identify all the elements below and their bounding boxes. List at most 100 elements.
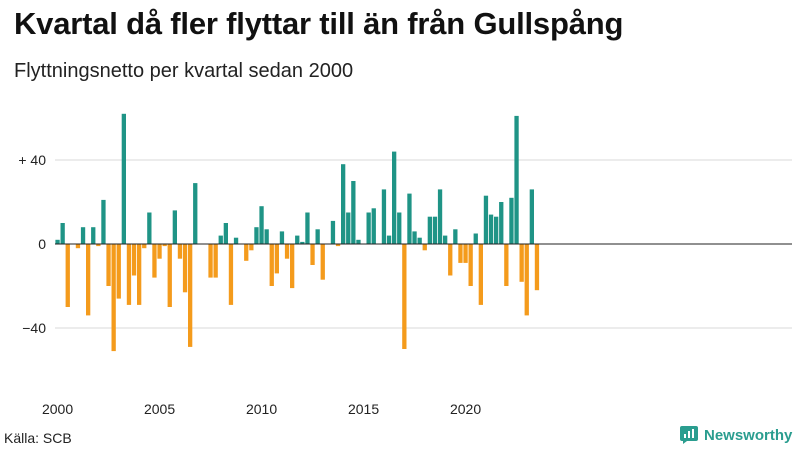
- bar: [218, 235, 223, 244]
- bar: [264, 229, 269, 244]
- bar: [366, 212, 371, 244]
- bar: [330, 220, 336, 244]
- bar: [392, 151, 397, 244]
- bar: [514, 115, 519, 245]
- bar: [320, 244, 325, 280]
- newsworthy-logo-icon: [680, 426, 698, 444]
- bar: [162, 244, 167, 247]
- brand-name: Newsworthy: [704, 426, 793, 444]
- bar: [60, 223, 65, 244]
- bar: [208, 244, 213, 278]
- bar: [116, 244, 121, 299]
- bar: [346, 212, 351, 244]
- bar: [290, 244, 295, 289]
- grid-layer: [55, 159, 792, 329]
- bar: [126, 244, 132, 305]
- bar: [249, 244, 254, 251]
- bar: [279, 231, 285, 244]
- bar: [397, 212, 402, 244]
- bar: [91, 227, 96, 244]
- bar: [228, 244, 234, 305]
- bar: [96, 244, 101, 247]
- bar: [300, 241, 305, 244]
- bar: [157, 244, 162, 259]
- bar: [75, 244, 81, 249]
- bar: [152, 244, 157, 278]
- bar: [223, 223, 228, 244]
- bar: [101, 199, 106, 244]
- x-tick-label: 2000: [42, 401, 73, 417]
- bar: [432, 216, 438, 244]
- bar: [427, 216, 432, 244]
- bar: [356, 239, 361, 244]
- x-tick-label: 2010: [246, 401, 277, 417]
- bar: [422, 244, 427, 251]
- bar: [269, 244, 274, 286]
- bar: [335, 244, 341, 247]
- bar: [494, 216, 499, 244]
- bar: [371, 208, 376, 244]
- bar: [188, 244, 193, 347]
- bar: [468, 244, 473, 286]
- bar: [142, 244, 147, 249]
- tick-label-layer: + 40 0 −40 2000 2005 2010 2015 2020: [18, 152, 481, 417]
- bar: [402, 244, 407, 349]
- brand-logo-link[interactable]: Newsworthy: [680, 426, 792, 444]
- bar: [478, 244, 483, 305]
- bar: [111, 244, 116, 352]
- bar: [315, 229, 320, 244]
- x-tick-label: 2005: [144, 401, 175, 417]
- bar: [443, 235, 448, 244]
- bar: [381, 189, 387, 244]
- bar: [295, 235, 300, 244]
- bar: [483, 195, 489, 244]
- bar: [407, 193, 412, 244]
- bar: [519, 244, 524, 282]
- bar: [448, 244, 453, 276]
- bar: [131, 244, 137, 276]
- bar: [386, 235, 392, 244]
- chart-subtitle: Flyttningsnetto per kvartal sedan 2000: [14, 60, 354, 82]
- source-note: Källa: SCB: [4, 430, 72, 446]
- bar: [499, 202, 504, 244]
- y-tick-label: + 40: [18, 152, 46, 168]
- bar: [121, 113, 126, 244]
- bar: [65, 244, 70, 307]
- x-tick-label: 2020: [450, 401, 481, 417]
- bar: [417, 237, 422, 244]
- bar: [55, 239, 60, 244]
- bar: [488, 214, 494, 244]
- bar: [80, 227, 86, 244]
- y-tick-label: 0: [38, 236, 46, 252]
- bar: [233, 237, 239, 244]
- bar: [254, 227, 259, 244]
- bar: [147, 212, 152, 244]
- x-tick-label: 2015: [348, 401, 379, 417]
- bar: [193, 183, 198, 244]
- bar: [172, 210, 177, 244]
- bar: [137, 244, 142, 305]
- bar: [463, 244, 468, 263]
- bar: [351, 181, 356, 244]
- chart-title: Kvartal då fler flyttar till än från Gul…: [14, 6, 624, 41]
- bar: [504, 244, 509, 286]
- bar: [106, 244, 111, 286]
- bar: [167, 244, 172, 307]
- bar: [274, 244, 279, 274]
- bar: [458, 244, 463, 263]
- bar: [341, 164, 346, 244]
- bar: [412, 231, 417, 244]
- bar: [524, 244, 529, 316]
- y-tick-label: −40: [22, 320, 46, 336]
- bar: [284, 244, 290, 259]
- bars-layer: [55, 113, 540, 352]
- bar: [213, 244, 218, 278]
- bar: [259, 206, 264, 244]
- bar: [177, 244, 183, 259]
- bar: [244, 244, 249, 261]
- bar: [86, 244, 91, 316]
- bar: [453, 229, 458, 244]
- bar: [310, 244, 315, 265]
- bar: [529, 189, 534, 244]
